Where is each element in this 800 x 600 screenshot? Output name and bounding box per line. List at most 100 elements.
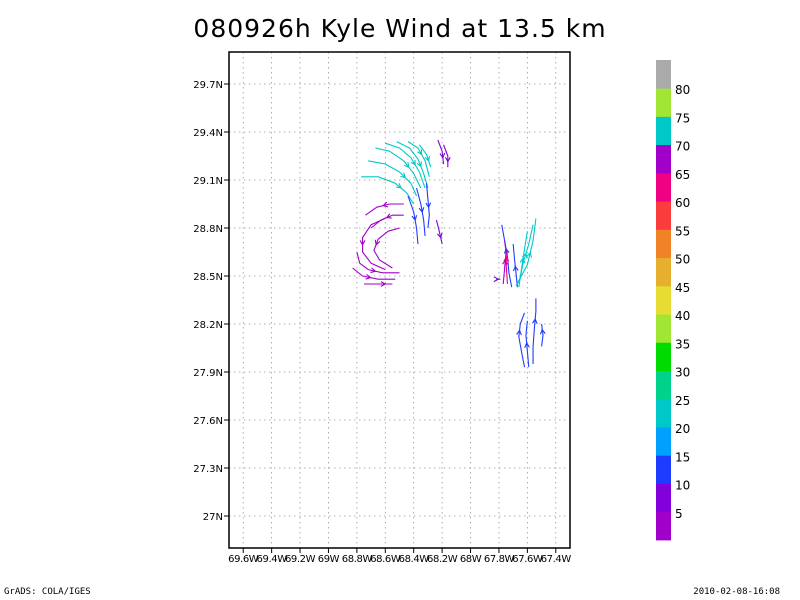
colorbar-swatch [656,511,671,541]
colorbar-swatch [656,201,671,230]
streamline-arrow [522,252,528,259]
streamline [435,219,443,245]
x-tick-label: 68.4W [399,554,430,565]
colorbar-label: 30 [675,366,690,380]
x-tick-label: 68W [460,554,482,565]
streamline-arrow [512,265,519,272]
streamline [361,176,415,205]
streamline-arrow [425,202,432,209]
streamline-path [418,144,432,168]
streamline [443,144,451,168]
colorbar-label: 65 [675,168,690,182]
streamline [375,147,422,189]
streamline-path [505,250,509,285]
streamline-arrow [400,172,407,179]
y-tick-label: 28.5N [193,272,223,283]
streamline-path [501,224,513,288]
colorbar: 5 10 15 20 25 30 35 40 45 50 55 60 65 70 75 80 [656,60,690,541]
y-tick-label: 27N [203,512,223,523]
y-tick-label: 28.2N [193,320,223,331]
streamline [416,187,426,237]
streamline [365,201,404,216]
y-tick-label: 27.9N [193,368,223,379]
streamline-path [361,176,415,205]
streamline-arrow [526,251,533,258]
x-tick-label: 69W [318,554,340,565]
streamline-path [375,147,422,189]
streamline [407,141,430,177]
streamline-arrow [539,328,546,335]
streamline-arrow [380,281,387,287]
y-tick-label: 27.6N [193,416,223,427]
streamline-path [443,144,449,168]
streamline [352,267,396,280]
colorbar-label: 5 [675,507,683,521]
streamline-arrow [359,240,366,246]
streamline-arrow [519,257,526,264]
streamline-path [373,227,400,269]
streamline-path [416,187,426,237]
colorbar-label: 10 [675,479,690,493]
streamline [356,251,400,274]
streamline-arrow [411,215,418,222]
streamline [396,141,429,189]
streamline [385,142,426,189]
plot-frame [228,51,571,549]
colorbar-label: 25 [675,394,690,408]
x-tick-label: 68.8W [342,554,373,565]
x-tick-label: 68.2W [427,554,458,565]
streamline [524,320,530,368]
x-tick-label: 68.6W [370,554,401,565]
colorbar-swatch [656,370,671,400]
streamline-arrow [418,207,425,214]
colorbar-swatch [656,257,671,287]
x-tick-label: 67.4W [541,554,572,565]
y-tick-label: 28.8N [193,224,223,235]
colorbar-swatch [656,455,671,484]
colorbar-swatch [656,144,671,174]
streamline-path [385,142,426,189]
streamline [531,298,538,364]
streamline [359,217,386,271]
streamline-arrow [374,239,381,246]
streamline-path [435,219,443,245]
streamline-arrow [403,162,410,169]
streamlines [352,139,546,368]
colorbar-swatch [656,88,671,117]
x-tick-label: 69.2W [285,554,316,565]
streamline [518,224,534,285]
colorbar-label: 60 [675,196,690,210]
x-tick-label: 69.6W [228,554,259,565]
colorbar-label: 45 [675,281,690,295]
streamline [515,218,537,286]
streamline [418,144,432,168]
streamline-arrow [516,329,522,336]
streamline [503,250,510,285]
streamline-arrow [439,152,446,159]
colorbar-swatch [656,172,671,202]
colorbar-label: 35 [675,337,690,351]
streamline [370,213,404,229]
colorbar-label: 70 [675,140,690,154]
footer-timestamp: 2010-02-08-16:08 [693,587,780,597]
streamline-path [541,323,544,347]
streamline [425,183,432,229]
colorbar-label: 75 [675,111,690,125]
streamline-arrow [503,255,510,262]
grid [229,52,570,548]
streamline [407,195,419,245]
streamline-path [532,298,537,364]
streamline-arrow [385,213,392,219]
chart-title: 080926h Kyle Wind at 13.5 km [193,14,607,43]
colorbar-label: 80 [675,83,690,97]
streamline [373,227,400,269]
streamline-arrow [416,161,422,168]
streamline-path [437,139,445,165]
colorbar-swatch [656,483,671,513]
streamline [502,240,508,285]
colorbar-label: 40 [675,309,690,323]
x-tick-label: 67.8W [484,554,515,565]
streamline-arrow [417,149,423,156]
streamline [493,276,501,283]
